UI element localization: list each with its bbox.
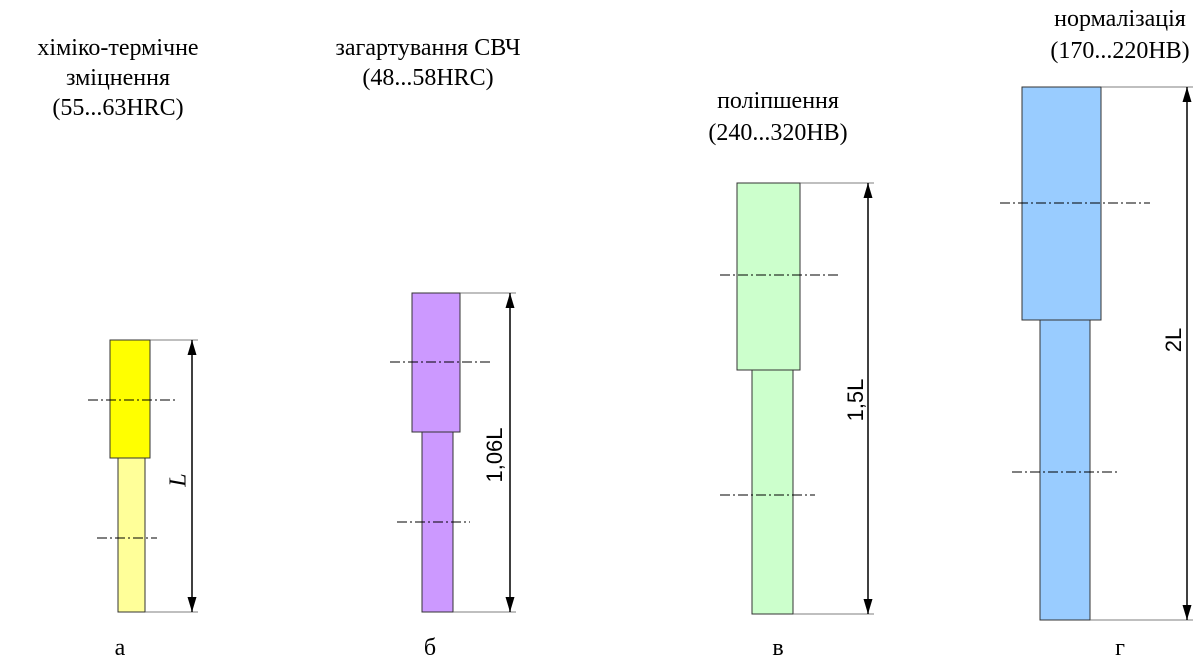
part-title: (55...63HRC) bbox=[52, 95, 183, 121]
dimension-label: L bbox=[166, 473, 192, 487]
part-letter: б bbox=[424, 635, 436, 661]
part-title: (170...220HB) bbox=[1050, 38, 1189, 64]
part-title: зміцнення bbox=[66, 65, 170, 91]
part-title: загартування СВЧ bbox=[335, 35, 520, 61]
head bbox=[736, 182, 801, 371]
part-2: поліпшення (240...320HB) 1,5L в bbox=[708, 88, 874, 661]
part-letter: в bbox=[772, 635, 783, 661]
head bbox=[109, 339, 151, 459]
shaft bbox=[117, 457, 146, 613]
shaft bbox=[1039, 319, 1091, 621]
part-letter: а bbox=[115, 635, 126, 661]
part-title: нормалізація bbox=[1054, 6, 1186, 32]
part-title: поліпшення bbox=[717, 88, 839, 114]
part-0: хіміко-термічне зміцнення (55...63HRC) Lа bbox=[37, 35, 198, 661]
part-title: (240...320HB) bbox=[708, 120, 847, 146]
part-letter: г bbox=[1115, 635, 1125, 661]
part-title: хіміко-термічне bbox=[37, 35, 198, 61]
dimension-label: 2L bbox=[1161, 328, 1186, 352]
part-3: нормалізація (170...220HB) 2L г bbox=[1000, 6, 1193, 661]
part-title: (48...58HRC) bbox=[362, 65, 493, 91]
shaft bbox=[751, 369, 794, 615]
dimension-label: 1,5L bbox=[843, 379, 868, 422]
dimension-label: 1,06L bbox=[482, 427, 507, 482]
part-1: загартування СВЧ (48...58HRC) 1,06L б bbox=[335, 35, 520, 661]
